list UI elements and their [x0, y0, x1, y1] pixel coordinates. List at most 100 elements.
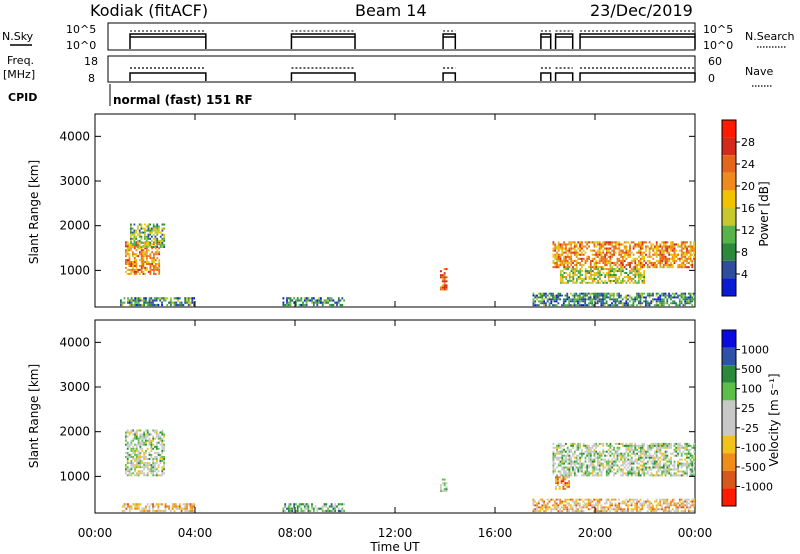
heatmap-cell: [154, 241, 157, 244]
heatmap-cell: [593, 444, 596, 447]
heatmap-cell: [691, 474, 694, 477]
heatmap-cell: [666, 498, 669, 501]
heatmap-cell: [568, 249, 571, 252]
heatmap-cell: [686, 247, 688, 250]
heatmap-cell: [662, 300, 665, 303]
heatmap-cell: [145, 225, 148, 228]
heatmap-cell: [565, 255, 567, 258]
heatmap-cell: [634, 270, 637, 273]
heatmap-cell: [600, 304, 603, 307]
heatmap-cell: [691, 249, 694, 252]
heatmap-cell: [638, 251, 640, 254]
heatmap-cell: [589, 302, 592, 305]
heatmap-cell: [567, 268, 569, 271]
heatmap-cell: [687, 292, 690, 295]
heatmap-cell: [670, 504, 672, 507]
heatmap-cell: [567, 274, 569, 276]
heatmap-cell: [680, 264, 683, 267]
heatmap-cell: [557, 462, 560, 465]
heatmap-cell: [670, 502, 672, 505]
heatmap-cell: [648, 249, 651, 252]
heatmap-cell: [443, 484, 446, 487]
heatmap-cell: [162, 509, 165, 513]
heatmap-cell: [545, 292, 547, 295]
heatmap-cell: [611, 460, 614, 463]
heatmap-cell: [623, 508, 626, 511]
heatmap-cell: [573, 470, 576, 473]
heatmap-cell: [671, 245, 674, 248]
heatmap-cell: [147, 243, 150, 246]
heatmap-cell: [629, 251, 631, 254]
heatmap-cell: [441, 284, 444, 287]
heatmap-cell: [141, 435, 144, 438]
heatmap-cell: [673, 450, 676, 453]
heatmap-cell: [144, 233, 146, 236]
heatmap-cell: [582, 249, 585, 252]
heatmap-cell: [150, 470, 153, 473]
heatmap-cell: [598, 259, 601, 262]
heatmap-cell: [605, 257, 608, 260]
heatmap-cell: [607, 304, 610, 307]
heatmap-cell: [648, 452, 651, 455]
heatmap-cell: [636, 251, 638, 254]
heatmap-cell: [143, 451, 145, 454]
heatmap-cell: [137, 233, 139, 236]
heatmap-cell: [613, 261, 615, 264]
heatmap-cell: [532, 304, 535, 307]
heatmap-cell: [586, 270, 589, 273]
colorbar-segment: [722, 347, 736, 366]
heatmap-cell: [556, 245, 558, 248]
heatmap-cell: [602, 257, 605, 260]
heatmap-cell: [622, 470, 624, 473]
heatmap-cell: [136, 301, 138, 304]
heatmap-cell: [337, 301, 340, 304]
heatmap-cell: [654, 452, 656, 455]
heatmap-cell: [595, 466, 598, 469]
heatmap-cell: [187, 299, 190, 302]
heatmap-cell: [135, 231, 138, 234]
heatmap-cell: [597, 251, 599, 254]
heatmap-cell: [161, 433, 164, 436]
heatmap-cell: [620, 508, 622, 511]
heatmap-cell: [687, 452, 690, 455]
heatmap-cell: [154, 470, 156, 473]
heatmap-cell: [132, 456, 135, 458]
heatmap-cell: [609, 272, 612, 274]
heatmap-cell: [441, 478, 444, 481]
heatmap-cell: [307, 505, 310, 508]
heatmap-cell: [557, 504, 560, 507]
heatmap-cell: [143, 297, 145, 300]
heatmap-cell: [604, 241, 606, 244]
heatmap-cell: [157, 505, 160, 508]
heatmap-cell: [677, 466, 679, 469]
heatmap-cell: [555, 502, 558, 505]
heatmap-cell: [149, 241, 152, 244]
heatmap-cell: [673, 474, 676, 477]
heatmap-cell: [191, 505, 194, 508]
heatmap-cell: [689, 243, 692, 246]
heatmap-cell: [568, 243, 571, 246]
heatmap-cell: [553, 296, 556, 299]
heatmap-cell: [625, 247, 628, 250]
heatmap-cell: [339, 503, 342, 506]
heatmap-cell: [130, 468, 133, 471]
heatmap-cell: [589, 458, 592, 461]
heatmap-cell: [131, 231, 134, 234]
heatmap-cell: [641, 264, 644, 267]
heatmap-cell: [634, 268, 637, 271]
heatmap-cell: [641, 276, 644, 278]
heatmap-cell: [137, 270, 140, 273]
heatmap-cell: [135, 445, 138, 448]
heatmap-cell: [563, 243, 565, 246]
heatmap-cell: [664, 506, 667, 509]
heatmap-cell: [132, 299, 135, 302]
heatmap-cell: [625, 253, 628, 256]
heatmap-cell: [620, 468, 622, 471]
heatmap-cell: [595, 446, 598, 449]
heatmap-cell: [557, 498, 560, 501]
heatmap-cell: [632, 450, 635, 453]
heatmap-cell: [562, 476, 565, 479]
heatmap-cell: [562, 304, 565, 307]
colorbar-segment: [722, 172, 736, 191]
heatmap-cell: [154, 263, 157, 265]
